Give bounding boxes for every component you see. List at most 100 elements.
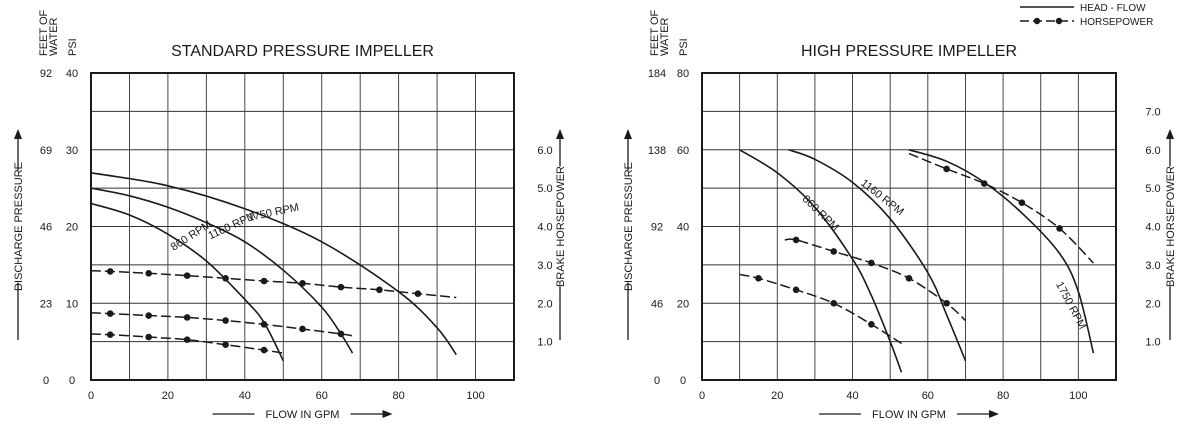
chart-title: HIGH PRESSURE IMPELLER: [801, 43, 1017, 60]
axis-arrow-icon: [14, 129, 22, 139]
chart-panel-2: HIGH PRESSURE IMPELLER 0 20 40 60 80 100 0 20 40 6…: [623, 9, 1177, 421]
horsepower-tick-label: 3.0: [1145, 260, 1160, 272]
feet-tick-label: 69: [40, 145, 52, 157]
horsepower-data-point: [260, 346, 268, 354]
horsepower-data-point: [222, 275, 229, 282]
plot-frame: [90, 72, 515, 381]
psi-header-label: PSI: [678, 38, 690, 56]
horsepower-data-point: [145, 333, 152, 341]
horsepower-tick-label: 3.0: [537, 260, 552, 272]
horsepower-curve: [908, 152, 1094, 264]
brake-horsepower-label: BRAKE HORSEPOWER: [555, 166, 567, 287]
horsepower-data-point: [106, 268, 114, 275]
horsepower-curve: [90, 312, 353, 337]
x-tick-label: 20: [771, 390, 783, 402]
horsepower-data-point: [868, 321, 875, 328]
flow-axis: FLOW IN GPM: [212, 409, 393, 421]
horsepower-tick-label: 2.0: [537, 298, 552, 310]
horsepower-tick-label: 4.0: [1145, 222, 1160, 234]
x-tick-label: 0: [88, 390, 94, 402]
flow-axis: FLOW IN GPM: [819, 409, 999, 421]
axis-arrow-icon: [1166, 129, 1174, 139]
horsepower-data-point: [1056, 225, 1063, 232]
x-tick-label: 60: [316, 390, 328, 402]
horsepower-data-point: [183, 272, 191, 279]
horsepower-data-point: [868, 259, 875, 267]
legend: HEAD - FLOW HORSEPOWER: [1020, 3, 1153, 28]
horsepower-data-point: [755, 275, 762, 282]
psi-tick-label: 0: [680, 375, 686, 387]
horsepower-data-point: [222, 341, 229, 348]
x-tick-label: 0: [699, 390, 705, 402]
feet-tick-label: 46: [40, 222, 52, 234]
feet-tick-label: 138: [648, 145, 666, 157]
horsepower-data-point: [943, 165, 950, 173]
horsepower-data-point: [222, 317, 229, 324]
x-tick-label: 40: [846, 390, 858, 402]
horsepower-tick-label: 7.0: [1145, 106, 1160, 118]
horsepower-data-point: [830, 248, 838, 255]
discharge-pressure-label: DISCHARGE PRESSURE: [13, 162, 25, 291]
flow-in-gpm-label: FLOW IN GPM: [872, 409, 946, 421]
discharge-pressure-axis: DISCHARGE PRESSURE: [13, 129, 25, 340]
feet-of-water-label: FEET OF: [38, 9, 50, 56]
head-flow-curve: [739, 149, 903, 373]
plot-frame: [701, 72, 1117, 381]
rpm-label: 1160 RPM: [858, 177, 906, 218]
psi-header-label: PSI: [67, 38, 79, 56]
horsepower-data-point: [337, 283, 345, 291]
legend-horsepower-dot: [1055, 17, 1063, 25]
horsepower-data-point: [183, 314, 191, 321]
legend-head-flow-label: HEAD - FLOW: [1080, 3, 1146, 14]
horsepower-tick-label: 1.0: [537, 337, 552, 349]
feet-tick-label: 184: [648, 68, 666, 80]
horsepower-data-point: [299, 279, 306, 287]
horsepower-data-point: [183, 336, 191, 344]
feet-tick-label: 0: [43, 375, 49, 387]
feet-of-water-label: WATER: [659, 17, 671, 56]
feet-tick-label: 92: [651, 222, 663, 234]
x-tick-label: 20: [162, 390, 174, 402]
x-tick-label: 80: [997, 390, 1009, 402]
horsepower-data-point: [943, 299, 950, 307]
psi-tick-label: 0: [69, 375, 75, 387]
horsepower-tick-label: 5.0: [537, 183, 552, 195]
brake-horsepower-label: BRAKE HORSEPOWER: [1165, 166, 1177, 287]
x-tick-label: 80: [393, 390, 405, 402]
feet-of-water-label: WATER: [48, 17, 60, 56]
head-flow-curve: [788, 149, 967, 362]
psi-tick-label: 60: [677, 145, 689, 157]
horsepower-data-point: [106, 310, 114, 317]
horsepower-tick-label: 1.0: [1145, 337, 1160, 349]
horsepower-data-point: [905, 275, 913, 282]
axis-arrow-icon: [556, 129, 564, 139]
head-flow-curve: [90, 172, 457, 356]
brake-horsepower-axis: BRAKE HORSEPOWER: [1165, 129, 1177, 340]
psi-tick-label: 30: [66, 145, 78, 157]
chart-title: STANDARD PRESSURE IMPELLER: [171, 43, 434, 60]
horsepower-data-point: [299, 325, 306, 333]
feet-tick-label: 0: [654, 375, 660, 387]
horsepower-data-point: [106, 331, 114, 339]
horsepower-data-point: [145, 312, 152, 319]
horsepower-tick-label: 2.0: [1145, 298, 1160, 310]
legend-horsepower-label: HORSEPOWER: [1080, 17, 1153, 28]
axis-arrow-icon: [382, 410, 393, 418]
head-flow-curve: [908, 149, 1095, 354]
x-tick-label: 60: [922, 390, 934, 402]
feet-of-water-label: FEET OF: [649, 9, 661, 56]
axis-arrow-icon: [624, 129, 632, 139]
psi-tick-label: 40: [66, 68, 78, 80]
psi-tick-label: 40: [677, 222, 689, 234]
horsepower-data-point: [830, 299, 838, 307]
discharge-pressure-axis: DISCHARGE PRESSURE: [623, 129, 635, 340]
horsepower-curve: [784, 238, 967, 322]
rpm-label: 860 RPM: [800, 193, 841, 233]
horsepower-data-point: [980, 180, 988, 187]
horsepower-tick-label: 6.0: [1145, 145, 1160, 157]
psi-tick-label: 80: [677, 68, 689, 80]
horsepower-tick-label: 4.0: [537, 222, 552, 234]
psi-tick-label: 10: [66, 298, 78, 310]
